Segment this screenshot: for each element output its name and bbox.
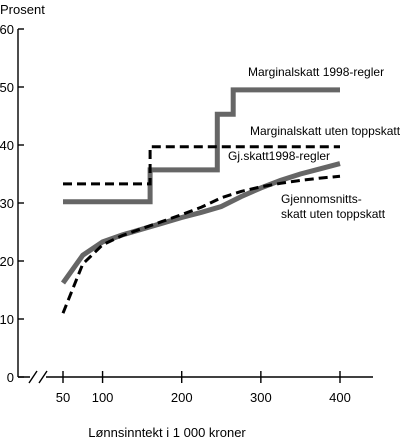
series-group: [60, 87, 341, 314]
y-tick-label: 20: [0, 254, 14, 269]
axis-break-gap: [30, 373, 46, 381]
axis-break-marks: [28, 370, 48, 384]
axis-break-slash: [38, 370, 48, 384]
y-tick-label: 10: [0, 312, 14, 327]
annotation-gjennomsnitts-line2: skatt uten toppskatt: [281, 207, 386, 221]
x-tick-label: 50: [56, 390, 70, 405]
x-axis-label: Lønnsinntekt i 1 000 kroner: [88, 425, 246, 440]
x-tick-label: 100: [92, 390, 114, 405]
annotation-marginalskatt-uten-toppskatt: Marginalskatt uten toppskatt: [250, 124, 400, 138]
axis-break-slash: [28, 370, 38, 384]
y-tick-label: 50: [0, 80, 14, 95]
x-tick-label: 200: [171, 390, 193, 405]
x-tick-label: 400: [329, 390, 351, 405]
series-gjennomsnittsskatt-uten-toppskatt: [61, 174, 341, 314]
y-tick-label: 30: [0, 196, 14, 211]
x-ticks: 50 100 200 300 400: [56, 371, 351, 405]
annotation-gjskatt-1998: Gj.skatt1998-regler: [228, 149, 330, 163]
annotation-marginalskatt-1998: Marginalskatt 1998-regler: [248, 65, 384, 79]
y-tick-label: 40: [0, 138, 14, 153]
annotations: Marginalskatt 1998-regler Marginalskatt u…: [228, 65, 400, 221]
series-marginalskatt-uten-toppskatt: [63, 145, 340, 186]
series-gjskatt-1998: [60, 161, 341, 285]
y-tick-label: 60: [0, 22, 14, 37]
y-tick-label: 0: [7, 370, 14, 385]
annotation-gjennomsnitts-line1: Gjennomsnitts-: [281, 192, 362, 206]
y-axis-label: Prosent: [0, 2, 45, 17]
x-tick-label: 300: [250, 390, 272, 405]
y-ticks: 0 10 20 30 40 50 60: [0, 22, 24, 385]
series-marginalskatt-1998: [63, 87, 340, 205]
